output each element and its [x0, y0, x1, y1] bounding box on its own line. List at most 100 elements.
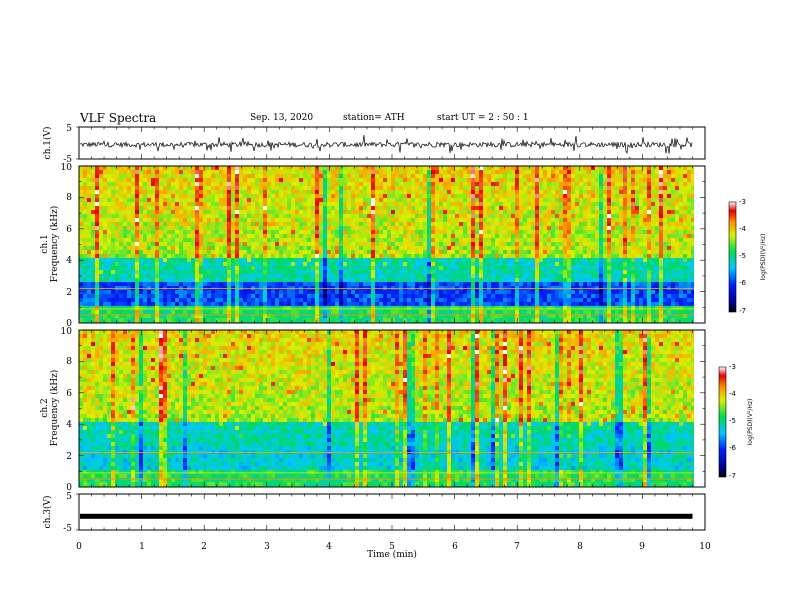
spectrogram-cell [691, 270, 695, 275]
spectrogram-cell [479, 186, 484, 191]
spectrogram-cell [79, 246, 84, 251]
spectrogram-cell [259, 178, 264, 183]
spectrogram-cell [171, 250, 176, 255]
spectrogram-cell [155, 226, 160, 231]
spectrogram-cell [123, 178, 128, 183]
spectrogram-cell [251, 258, 256, 263]
spectrogram-cell [543, 186, 548, 191]
spectrogram-cell [455, 254, 460, 259]
spectrogram-cell [483, 230, 488, 235]
spectrogram-cell [123, 170, 128, 175]
spectrogram-cell [199, 258, 204, 263]
spectrogram-cell [191, 190, 196, 195]
spectrogram-cell [575, 186, 580, 191]
spectrogram-cell [631, 210, 636, 215]
spectrogram-cell [523, 234, 528, 239]
spectrogram-cell [295, 258, 300, 263]
spectrogram-cell [367, 270, 372, 275]
spectrogram-cell [419, 234, 424, 239]
spectrogram-cell [407, 258, 412, 263]
spectrogram-cell [435, 174, 440, 179]
spectrogram-cell [383, 242, 388, 247]
spectrogram-cell [327, 190, 332, 195]
spectrogram-cell [463, 218, 468, 223]
spectrogram-cell [439, 166, 444, 171]
spectrogram-cell [247, 210, 252, 215]
spectrogram-cell [399, 266, 404, 271]
spectrogram-cell [551, 250, 556, 255]
spectrogram-cell [615, 226, 620, 231]
spectrogram-cell [359, 246, 364, 251]
spectrogram-cell [603, 254, 608, 259]
spectrogram-cell [291, 278, 296, 283]
spectrogram-cell [287, 186, 292, 191]
spectrogram-cell [491, 246, 496, 251]
spectrogram-cell [667, 250, 672, 255]
spectrogram-cell [79, 214, 84, 219]
spectrogram-cell [343, 202, 348, 207]
spectrogram-cell [363, 190, 368, 195]
spectrogram-cell [275, 222, 280, 227]
spectrogram-cell [95, 294, 100, 299]
spectrogram-cell [455, 230, 460, 235]
spectrogram-cell [283, 278, 288, 283]
spectrogram-cell [363, 226, 368, 231]
spectrogram-cell [631, 170, 636, 175]
spectrogram-cell [691, 262, 695, 267]
spectrogram-cell [91, 294, 96, 299]
spectrogram-cell [95, 282, 100, 287]
spectrogram-cell [123, 226, 128, 231]
spectrogram-cell [663, 274, 668, 279]
spectrogram-cell [199, 246, 204, 251]
spectrogram-cell [551, 214, 556, 219]
spectrogram-cell [303, 270, 308, 275]
spectrogram-cell [287, 246, 292, 251]
spectrogram-cell [115, 230, 120, 235]
spectrogram-cell [671, 266, 676, 271]
spectrogram-cell [583, 250, 588, 255]
spectrogram-cell [635, 226, 640, 231]
spectrogram-cell [183, 214, 188, 219]
spectrogram-cell [243, 170, 248, 175]
spectrogram-cell [407, 214, 412, 219]
spectrogram-cell [515, 266, 520, 271]
spectrogram-cell [523, 222, 528, 227]
spectrogram-cell [283, 218, 288, 223]
spectrogram-cell [627, 266, 632, 271]
spectrogram-cell [395, 210, 400, 215]
spectrogram-cell [279, 210, 284, 215]
spectrogram-cell [371, 238, 376, 243]
spectrogram-cell [207, 182, 212, 187]
spectrogram-cell [655, 254, 660, 259]
spectrogram-cell [211, 290, 216, 295]
spectrogram-cell [591, 262, 596, 267]
spectrogram-cell [87, 226, 92, 231]
spectrogram-cell [591, 226, 596, 231]
spectrogram-cell [543, 242, 548, 247]
spectrogram-cell [155, 170, 160, 175]
spectrogram-cell [359, 278, 364, 283]
spectrogram-cell [507, 222, 512, 227]
spectrogram-cell [615, 194, 620, 199]
spectrogram-cell [351, 262, 356, 267]
spectrogram-cell [655, 270, 660, 275]
spectrogram-cell [315, 214, 320, 219]
spectrogram-cell [299, 294, 304, 299]
spectrogram-cell [531, 266, 536, 271]
spectrogram-cell [131, 178, 136, 183]
spectrogram-cell [111, 218, 116, 223]
spectrogram-cell [267, 282, 272, 287]
spectrogram-cell [519, 242, 524, 247]
spectrogram-cell [247, 222, 252, 227]
spectrogram-cell [259, 218, 264, 223]
spectrogram-cell [411, 270, 416, 275]
spectrogram-cell [627, 210, 632, 215]
spectrogram-cell [535, 270, 540, 275]
spectrogram-cell [355, 266, 360, 271]
spectrogram-cell [607, 238, 612, 243]
spectrogram-cell [431, 242, 436, 247]
spectrogram-cell [295, 238, 300, 243]
spectrogram-cell [443, 230, 448, 235]
spectrogram-cell [231, 194, 236, 199]
spectrogram-cell [115, 202, 120, 207]
